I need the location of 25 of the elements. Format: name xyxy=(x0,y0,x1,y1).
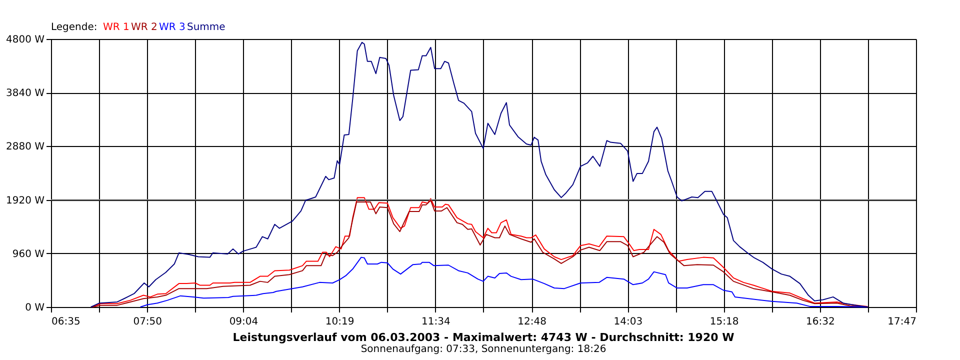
x-tick-label: 06:35 xyxy=(52,316,80,328)
text: Summe xyxy=(187,22,226,33)
x-tick-label: 14:03 xyxy=(614,316,643,328)
y-tick-label: 2880 W xyxy=(6,142,45,153)
x-tick-label: 10:19 xyxy=(325,316,354,328)
x-tick-label: 07:50 xyxy=(133,316,162,328)
line-series xyxy=(90,42,868,308)
x-tick-label: 15:18 xyxy=(710,316,739,328)
y-tick-label: 960 W xyxy=(12,248,45,260)
text: Sonnenaufgang: 07:33, Sonnenuntergang: 18:26 xyxy=(360,344,606,355)
x-tick-label: 12:48 xyxy=(518,316,546,328)
y-tick-label: 0 W xyxy=(25,302,45,314)
text: WR 3 xyxy=(159,22,186,33)
legend-title: Legende: xyxy=(51,22,98,33)
text: WR 2 xyxy=(131,22,158,33)
y-tick-label: 3840 W xyxy=(6,88,45,100)
text: WR 1 xyxy=(103,22,130,33)
y-tick-label: 4800 W xyxy=(6,34,45,46)
x-tick-label: 09:04 xyxy=(229,316,258,328)
x-tick-label: 11:34 xyxy=(422,316,450,328)
x-tick-label: 16:32 xyxy=(806,316,835,328)
text: Leistungsverlauf vom 06.03.2003 - Maximalwert: 4743 W - Durchschnitt: 1920 W xyxy=(232,331,734,344)
y-tick-label: 1920 W xyxy=(6,195,45,206)
x-tick-label: 17:47 xyxy=(888,316,916,328)
line-series xyxy=(140,256,868,308)
